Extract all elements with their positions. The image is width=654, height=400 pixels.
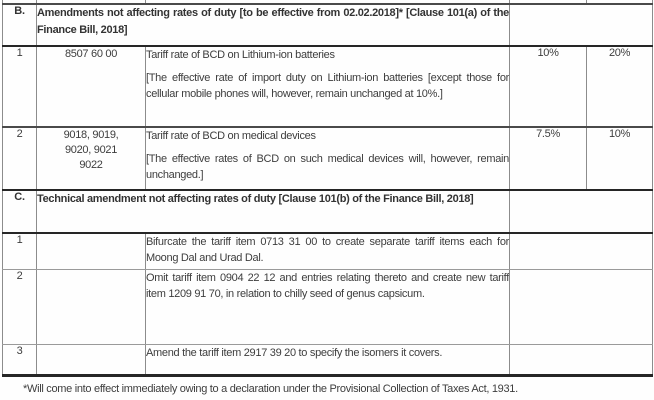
tariff-code-line: 9022 — [79, 159, 103, 171]
section-c-rates-empty-cell — [509, 189, 653, 234]
section-c-label: C. — [2, 189, 37, 234]
section-b-rates-empty-cell — [509, 3, 653, 47]
footnote-text: *Will come into effect immediately owing… — [23, 383, 518, 395]
tariff-code-cell: 8507 60 00 — [36, 45, 146, 128]
section-b-heading: Amendments not affecting rates of duty [… — [36, 3, 510, 47]
rate-to-cell: 20% — [586, 45, 653, 128]
rates-empty-cell — [509, 232, 653, 270]
section-c-heading: Technical amendment not affecting rates … — [36, 189, 510, 234]
sno-cell: 3 — [2, 344, 37, 377]
rates-empty-cell — [509, 269, 653, 345]
description-paragraph: Omit tariff item 0904 22 12 and entries … — [146, 272, 509, 300]
description-paragraph: Tariff rate of BCD on medical devices — [146, 130, 316, 142]
table-row-cutoff — [2, 0, 653, 5]
rate-to-cell: 10% — [586, 126, 653, 191]
tariff-code-line: 8507 60 00 — [64, 48, 118, 60]
table-row-lithium-batteries: 1 8507 60 00 Tariff rate of BCD on Lithi… — [2, 45, 653, 128]
table-row-chilly-seed: 2 Omit tariff item 0904 22 12 and entrie… — [2, 269, 653, 345]
tariff-code-cell-empty — [36, 269, 146, 345]
amendments-table: B. Amendments not affecting rates of dut… — [2, 0, 653, 377]
description-paragraph: Tariff rate of BCD on Lithium-ion batter… — [146, 49, 335, 61]
rate-from-cell: 10% — [509, 45, 587, 128]
table-row-bifurcate-dal: 1 Bifurcate the tariff item 0713 31 00 t… — [2, 232, 653, 270]
sno-cell: 1 — [2, 45, 37, 128]
description-cell: Omit tariff item 0904 22 12 and entries … — [145, 269, 510, 345]
description-paragraph: [The effective rates of BCD on such medi… — [146, 153, 509, 181]
description-cell: Bifurcate the tariff item 0713 31 00 to … — [145, 232, 510, 270]
sno-cell: 2 — [2, 126, 37, 191]
rates-empty-cell — [509, 344, 653, 377]
cutoff-rate-to-cell — [586, 0, 653, 5]
sno-cell: 2 — [2, 269, 37, 345]
description-cell: Tariff rate of BCD on Lithium-ion batter… — [145, 45, 510, 128]
description-paragraph: [The effective rate of import duty on Li… — [146, 72, 509, 100]
table-row-isomers: 3 Amend the tariff item 2917 39 20 to sp… — [2, 344, 653, 377]
description-paragraph: Amend the tariff item 2917 39 20 to spec… — [146, 347, 443, 359]
description-cell: Tariff rate of BCD on medical devices [T… — [145, 126, 510, 191]
section-b-label: B. — [2, 3, 37, 47]
table-row-medical-devices: 2 9018, 9019, 9020, 9021 9022 Tariff rat… — [2, 126, 653, 191]
sno-cell: 1 — [2, 232, 37, 270]
tariff-code-cell: 9018, 9019, 9020, 9021 9022 — [36, 126, 146, 191]
rate-from-cell: 7.5% — [509, 126, 587, 191]
tariff-code-line: 9020, 9021 — [64, 144, 118, 156]
description-paragraph: Bifurcate the tariff item 0713 31 00 to … — [146, 236, 509, 264]
section-b-header-row: B. Amendments not affecting rates of dut… — [2, 3, 653, 47]
tariff-code-line: 9018, 9019, — [63, 129, 119, 141]
description-cell: Amend the tariff item 2917 39 20 to spec… — [145, 344, 510, 377]
tariff-code-cell-empty — [36, 344, 146, 377]
tariff-code-cell-empty — [36, 232, 146, 270]
section-c-header-row: C. Technical amendment not affecting rat… — [2, 189, 653, 234]
